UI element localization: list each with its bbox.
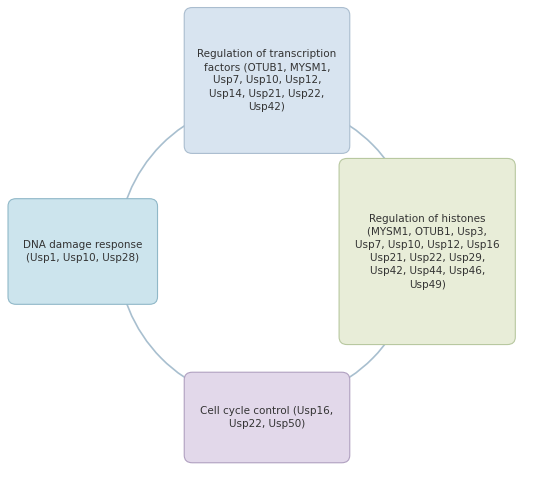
- Text: Cell cycle control (Usp16,
Usp22, Usp50): Cell cycle control (Usp16, Usp22, Usp50): [200, 406, 334, 429]
- FancyBboxPatch shape: [339, 158, 515, 345]
- FancyBboxPatch shape: [184, 8, 350, 153]
- Text: Regulation of histones
(MYSM1, OTUB1, Usp3,
Usp7, Usp10, Usp12, Usp16
Usp21, Usp: Regulation of histones (MYSM1, OTUB1, Us…: [355, 213, 499, 290]
- FancyBboxPatch shape: [8, 199, 158, 304]
- FancyBboxPatch shape: [184, 372, 350, 463]
- Text: DNA damage response
(Usp1, Usp10, Usp28): DNA damage response (Usp1, Usp10, Usp28): [23, 240, 143, 263]
- Text: Regulation of transcription
factors (OTUB1, MYSM1,
Usp7, Usp10, Usp12,
Usp14, Us: Regulation of transcription factors (OTU…: [198, 49, 336, 112]
